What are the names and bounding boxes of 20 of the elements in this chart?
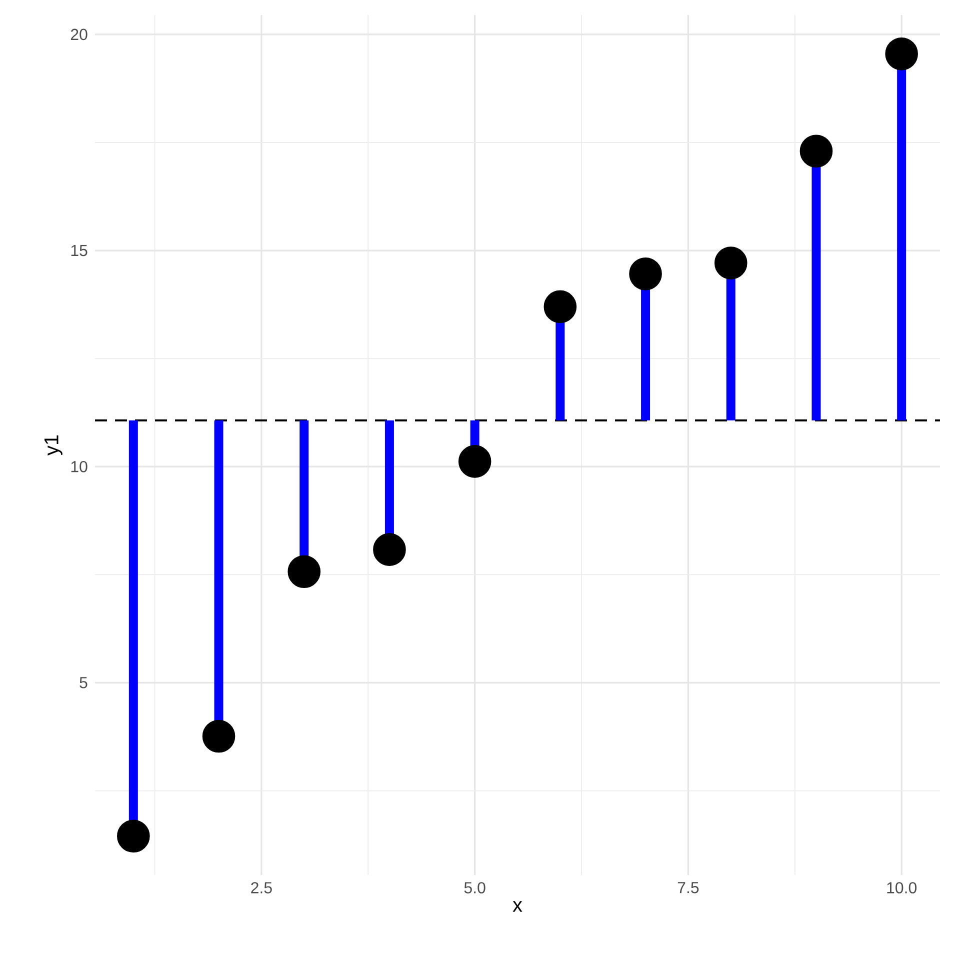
x-tick-label: 2.5 [251, 882, 272, 894]
point [800, 134, 833, 168]
point [458, 445, 492, 478]
point [885, 37, 918, 70]
point [117, 820, 150, 853]
y-tick-label: 15 [71, 244, 88, 256]
point [714, 246, 748, 280]
point [629, 257, 662, 290]
y-axis-title: y1 [44, 435, 62, 456]
point [288, 555, 321, 588]
point [373, 533, 406, 566]
point [544, 290, 577, 324]
point [202, 720, 236, 753]
x-tick-label: 7.5 [678, 882, 699, 894]
y-tick-label: 10 [71, 460, 88, 472]
y-tick-label: 5 [80, 677, 88, 688]
y-tick-label: 20 [70, 28, 88, 40]
x-axis-title: x [512, 901, 522, 912]
x-tick-label: 5.0 [464, 882, 486, 894]
x-tick-label: 10.0 [887, 882, 917, 894]
